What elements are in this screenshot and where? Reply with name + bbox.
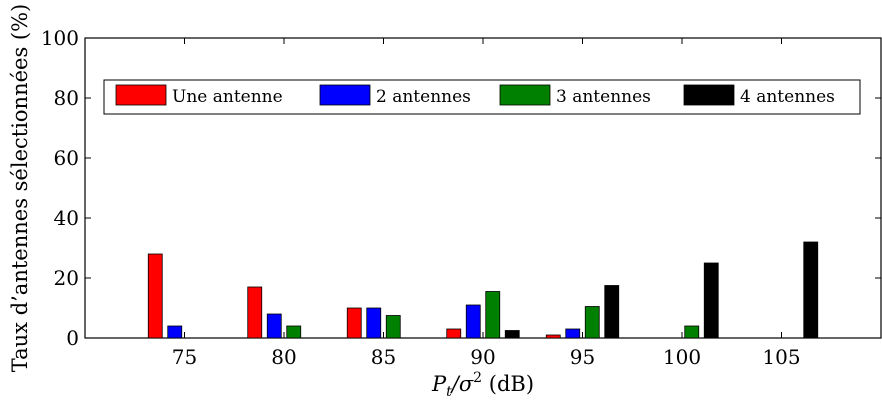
y-tick-label-5: 100 [41, 26, 79, 50]
legend-swatch-1 [319, 84, 371, 106]
bar-3-antennes-80 [286, 325, 302, 339]
legend-label-0: Une antenne [172, 87, 283, 107]
bar-2-antennes-90 [465, 304, 481, 339]
legend: Une antenne 2 antennes 3 antennes 4 ante… [103, 79, 861, 115]
bar-4-antennes-90 [504, 330, 520, 339]
x-tick-labels: 75 80 85 90 95 100 105 [172, 345, 801, 369]
bar-2-antennes-95 [565, 328, 581, 339]
legend-label-1: 2 antennes [376, 87, 471, 107]
bar-4-antennes-105 [803, 241, 819, 339]
x-tick-label-3: 90 [470, 345, 495, 369]
bar-2-antennes-80 [266, 313, 282, 339]
y-tick-label-2: 40 [54, 206, 79, 230]
bar-3-antennes-95 [584, 306, 600, 339]
bar-3-antennes-90 [485, 291, 501, 339]
bar-une-antenne-95 [545, 334, 561, 339]
bar-2-antennes-75 [167, 325, 183, 339]
x-tick-label-4: 95 [570, 345, 595, 369]
legend-swatch-2 [499, 84, 551, 106]
bar-2-antennes-85 [366, 307, 382, 339]
bar-4-antennes-95 [604, 285, 620, 339]
bar-3-antennes-85 [385, 315, 401, 339]
bar-une-antenne-85 [346, 307, 362, 339]
x-tick-label-0: 75 [172, 345, 197, 369]
legend-swatch-0 [115, 84, 167, 106]
bar-une-antenne-75 [147, 253, 163, 339]
x-tick-label-2: 85 [371, 345, 396, 369]
bar-3-antennes-100 [684, 325, 700, 339]
bars [147, 241, 819, 339]
y-tick-label-3: 60 [54, 146, 79, 170]
axis-ticks [85, 37, 881, 339]
y-tick-label-0: 0 [66, 326, 79, 350]
bar-une-antenne-90 [446, 328, 462, 339]
y-axis-label: Taux d’antennes sélectionnées (%) [8, 4, 32, 373]
legend-label-3: 4 antennes [740, 87, 835, 107]
bar-4-antennes-100 [703, 262, 719, 339]
y-tick-label-1: 20 [54, 266, 79, 290]
x-tick-label-6: 105 [762, 345, 800, 369]
y-tick-label-4: 80 [54, 86, 79, 110]
legend-swatch-3 [683, 84, 735, 106]
x-axis-label: Pt/σ2 (dB) [431, 370, 534, 400]
legend-label-2: 3 antennes [556, 87, 651, 107]
bar-une-antenne-80 [247, 286, 263, 339]
y-tick-labels: 0 20 40 60 80 100 [41, 26, 79, 350]
x-tick-label-1: 80 [271, 345, 296, 369]
x-tick-label-5: 100 [663, 345, 701, 369]
